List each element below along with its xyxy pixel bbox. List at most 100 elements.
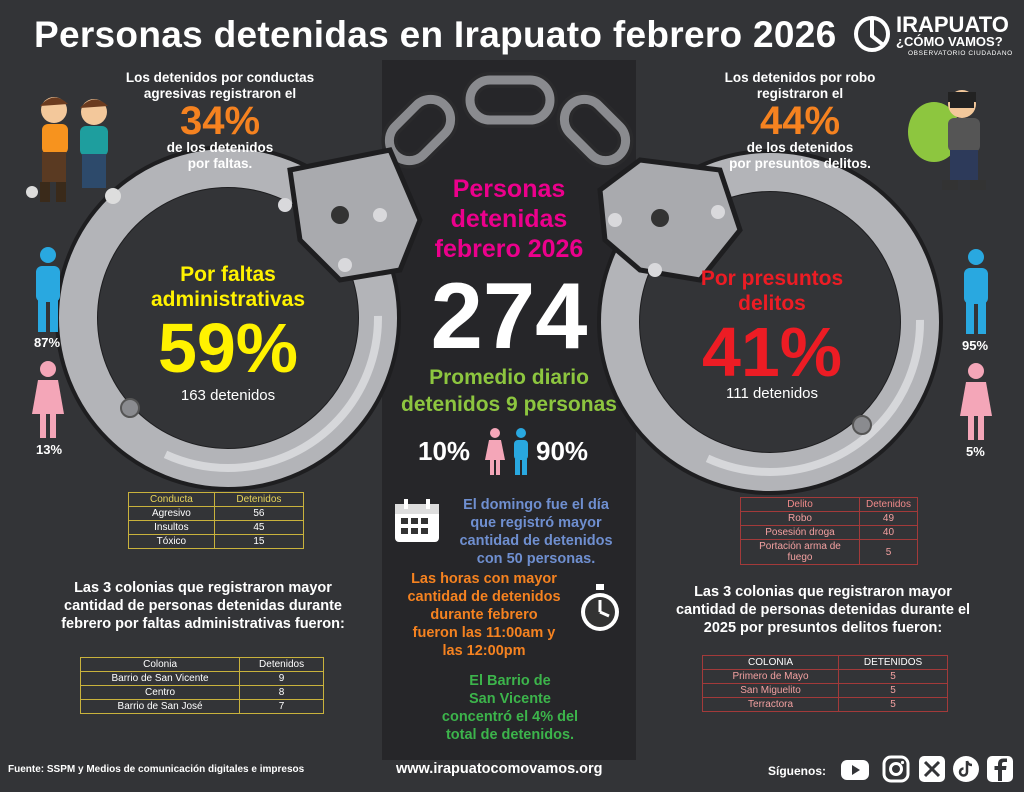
table-cell: Barrio de San José <box>79 699 241 714</box>
table-row: Posesión droga 40 <box>740 525 919 540</box>
table-row: Centro 8 <box>79 685 324 700</box>
table-row: Robo 49 <box>740 511 919 526</box>
female-figure-icon <box>960 363 992 440</box>
right-female-pct: 5% <box>966 444 985 459</box>
table-cell: 7 <box>239 699 324 714</box>
right-cuff-label1: Por presuntos <box>700 267 844 290</box>
calendar-icon <box>395 499 439 542</box>
table-header: Delito <box>740 497 860 512</box>
logo[interactable]: IRAPUATO ¿CÓMO VAMOS? OBSERVATORIO CIUDA… <box>850 12 1020 62</box>
right-top-line3: de los detenidos <box>746 140 854 155</box>
table-cell: 15 <box>213 534 305 549</box>
page-title: Personas detenidas en Irapuato febrero 2… <box>34 14 837 55</box>
table-cell: 5 <box>858 539 919 565</box>
table-header: Detenidos <box>213 492 305 507</box>
right-colonias-line3: 2025 por presuntos delitos fueron: <box>703 620 943 636</box>
center-head3: febrero 2026 <box>434 235 584 263</box>
table-cell: Insultos <box>128 520 215 535</box>
logo-tag: OBSERVATORIO CIUDADANO <box>908 50 1013 57</box>
table-row: Agresivo 56 <box>128 506 305 521</box>
stopwatch-icon <box>581 584 619 631</box>
table-cell: Posesión droga <box>740 525 860 540</box>
logo-sub: ¿CÓMO VAMOS? <box>896 34 1003 49</box>
colonia-right-table: COLONIA DETENIDOS Primero de Mayo 5 San Mi… <box>701 655 948 712</box>
table-row: San Miguelito 5 <box>701 683 948 698</box>
right-top-line2: registraron el <box>756 86 844 101</box>
table-cell: Robo <box>740 511 860 526</box>
hours-line1: Las horas con mayor <box>411 571 557 587</box>
center-head1: Personas <box>452 175 566 203</box>
right-colonias-line1: Las 3 colonias que registraron mayor <box>694 584 952 600</box>
conducta-table: Conducta Detenidos Agresivo 56 Insultos 45 … <box>128 492 305 549</box>
barrio-line1: El Barrio de <box>469 673 551 689</box>
left-cuff-label2: administrativas <box>150 288 306 311</box>
right-cuff-count: 111 detenidos <box>725 385 819 402</box>
left-cuff-label1: Por faltas <box>180 263 276 286</box>
table-cell: 40 <box>858 525 919 540</box>
table-cell: Portación arma de fuego <box>740 539 860 565</box>
table-cell: 56 <box>213 506 305 521</box>
male-figure-icon <box>514 428 528 475</box>
center-female-pct: 10% <box>418 436 471 466</box>
sunday-line3: cantidad de detenidos <box>459 533 613 549</box>
female-figure-icon <box>485 428 505 475</box>
table-cell: 5 <box>838 669 948 684</box>
left-colonias-line1: Las 3 colonias que registraron mayor <box>74 580 332 596</box>
x-twitter-icon[interactable] <box>918 755 946 783</box>
table-cell: Barrio de San Vicente <box>79 671 241 686</box>
tiktok-icon[interactable] <box>952 755 980 783</box>
footer-source: Fuente: SSPM y Medios de comunicación di… <box>8 764 305 775</box>
left-cuff-count: 163 detenidos <box>180 387 276 404</box>
center-male-pct: 90% <box>536 436 589 466</box>
table-row: Primero de Mayo 5 <box>701 669 948 684</box>
right-male-pct: 95% <box>962 338 989 353</box>
female-figure-icon <box>32 361 64 438</box>
logo-mark-icon <box>854 16 890 52</box>
right-top-line4: por presuntos delitos. <box>729 156 871 171</box>
table-row: Terractora 5 <box>701 697 948 712</box>
left-top-line4: por faltas. <box>187 156 253 171</box>
footer-follow: Síguenos: <box>768 764 827 778</box>
logo-name: IRAPUATO <box>896 12 1009 37</box>
colonia-left-table: Colonia Detenidos Barrio de San Vicente 9 … <box>79 657 324 714</box>
table-cell: 5 <box>838 697 948 712</box>
table-cell: 9 <box>239 671 324 686</box>
center-total: 274 <box>430 263 588 368</box>
table-cell: Agresivo <box>128 506 215 521</box>
right-cuff-pct: 41% <box>701 313 843 391</box>
hours-line2: cantidad de detenidos <box>407 589 561 605</box>
table-header: Detenidos <box>858 497 919 512</box>
table-row: Portación arma de fuego 5 <box>740 539 919 565</box>
right-colonias-line2: cantidad de personas detenidas durante e… <box>675 602 971 618</box>
table-cell: Primero de Mayo <box>701 669 840 684</box>
table-header: DETENIDOS <box>838 655 948 670</box>
table-header: COLONIA <box>701 655 840 670</box>
right-top-line1: Los detenidos por robo <box>724 70 876 85</box>
facebook-icon[interactable] <box>986 755 1014 783</box>
male-figure-icon <box>36 247 60 332</box>
center-head2: detenidas <box>450 205 568 233</box>
youtube-icon[interactable] <box>840 756 870 784</box>
delito-table: Delito Detenidos Robo 49 Posesión droga 40 … <box>740 497 919 565</box>
sunday-line1: El domingo fue el día <box>463 497 609 513</box>
table-cell: 5 <box>838 683 948 698</box>
instagram-icon[interactable] <box>882 755 910 783</box>
sunday-line4: con 50 personas. <box>476 551 596 567</box>
left-cuff-pct: 59% <box>157 309 299 387</box>
table-cell: Terractora <box>701 697 840 712</box>
center-avg2: detenidos 9 personas <box>401 393 617 416</box>
footer-url[interactable]: www.irapuatocomovamos.org <box>396 761 603 777</box>
table-cell: 49 <box>858 511 919 526</box>
barrio-line4: total de detenidos. <box>445 727 575 743</box>
table-cell: Centro <box>79 685 241 700</box>
table-cell: 45 <box>213 520 305 535</box>
sunday-line2: que registró mayor <box>470 515 602 531</box>
table-cell: Tóxico <box>128 534 215 549</box>
left-colonias-line2: cantidad de personas detenidas durante <box>64 598 342 614</box>
table-cell: San Miguelito <box>701 683 840 698</box>
table-cell: 8 <box>239 685 324 700</box>
hours-line4: fueron las 11:00am y <box>412 625 556 641</box>
table-row: Barrio de San José 7 <box>79 699 324 714</box>
left-top-pct: 34% <box>179 99 261 143</box>
male-figure-icon <box>964 249 988 334</box>
